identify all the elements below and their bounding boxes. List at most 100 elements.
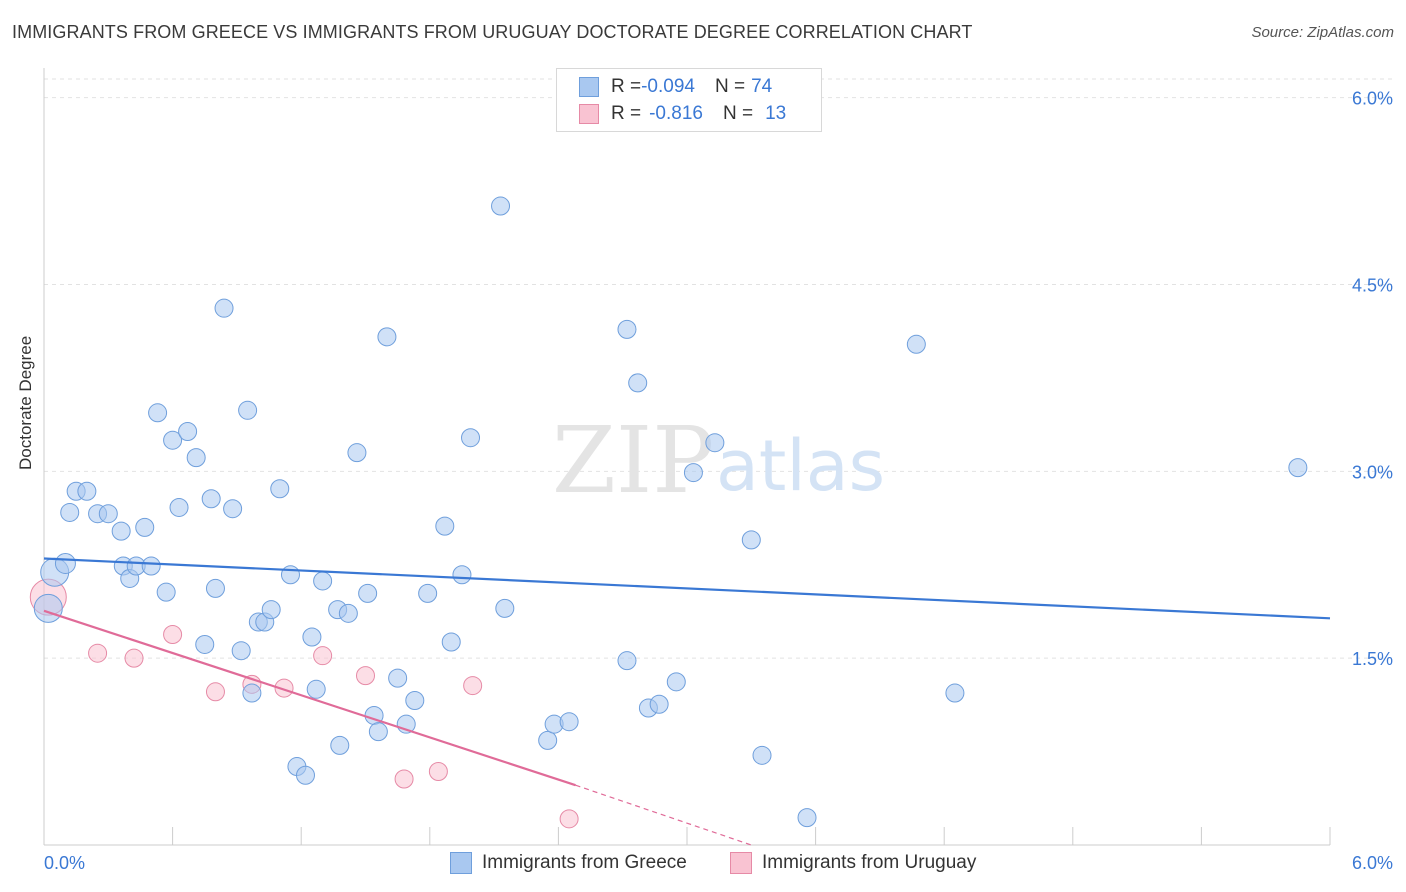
greece-point bbox=[405, 691, 425, 711]
greece-point bbox=[461, 428, 481, 448]
greece-point bbox=[195, 634, 215, 654]
greece-point bbox=[238, 400, 258, 420]
legend-swatch-greece bbox=[450, 852, 472, 874]
watermark: ZIP atlas bbox=[552, 407, 885, 514]
x-tick-label: 0.0% bbox=[44, 853, 85, 873]
greece-point bbox=[666, 672, 686, 692]
n-value: 74 bbox=[751, 76, 773, 97]
greece-point bbox=[261, 600, 281, 620]
y-axis-label: Doctorate Degree bbox=[16, 335, 35, 470]
y-tick-label: 1.5% bbox=[1352, 649, 1393, 669]
greece-point bbox=[98, 504, 118, 524]
n-label: N = bbox=[714, 76, 746, 97]
greece-point bbox=[617, 319, 637, 339]
greece-point bbox=[330, 735, 350, 755]
greece-point bbox=[441, 632, 461, 652]
legend-row-greece: R = -0.094 N = 74 bbox=[579, 74, 772, 100]
uruguay-trend-extension bbox=[575, 784, 752, 846]
greece-point bbox=[111, 521, 131, 541]
source-label: Source: ZipAtlas.com bbox=[1251, 24, 1394, 41]
greece-point bbox=[741, 530, 761, 550]
greece-point bbox=[295, 765, 315, 785]
greece-point bbox=[33, 593, 63, 623]
legend-item-greece[interactable]: Immigrants from Greece bbox=[450, 852, 687, 874]
greece-point bbox=[280, 565, 300, 585]
uruguay-point bbox=[163, 625, 183, 645]
greece-point bbox=[797, 808, 817, 828]
legend-swatch-uruguay bbox=[579, 104, 599, 124]
greece-point bbox=[495, 598, 515, 618]
greece-point bbox=[368, 722, 388, 742]
greece-points bbox=[33, 196, 1308, 828]
greece-point bbox=[163, 430, 183, 450]
greece-point bbox=[169, 497, 189, 517]
greece-point bbox=[388, 668, 408, 688]
uruguay-point bbox=[205, 682, 225, 702]
uruguay-points bbox=[29, 578, 579, 829]
legend-label: Immigrants from Greece bbox=[482, 852, 687, 873]
greece-point bbox=[148, 403, 168, 423]
uruguay-point bbox=[88, 643, 108, 663]
greece-point bbox=[683, 463, 703, 483]
uruguay-point bbox=[356, 666, 375, 686]
legend-swatch-uruguay bbox=[730, 852, 752, 874]
greece-point bbox=[77, 481, 97, 501]
greece-point bbox=[705, 433, 725, 453]
r-label: R = bbox=[611, 103, 642, 124]
legend-label: Immigrants from Uruguay bbox=[762, 852, 977, 873]
greece-point bbox=[223, 499, 243, 519]
y-tick-label: 3.0% bbox=[1352, 462, 1393, 482]
greece-point bbox=[201, 489, 221, 509]
greece-point bbox=[358, 583, 378, 603]
correlation-legend: R = -0.094 N = 74 R = -0.816 N = 13 bbox=[556, 68, 822, 132]
y-tick-label: 4.5% bbox=[1352, 276, 1393, 296]
greece-trend-line bbox=[43, 557, 1331, 620]
greece-point bbox=[452, 565, 472, 585]
y-tick-label: 6.0% bbox=[1352, 89, 1393, 109]
greece-point bbox=[649, 694, 669, 714]
greece-point bbox=[347, 443, 367, 463]
greece-point bbox=[435, 516, 455, 536]
uruguay-point bbox=[274, 678, 294, 698]
uruguay-point bbox=[428, 762, 448, 782]
greece-point bbox=[135, 517, 155, 537]
axes bbox=[43, 68, 1331, 846]
greece-point bbox=[242, 683, 262, 703]
trend-lines bbox=[43, 557, 1331, 846]
uruguay-point bbox=[313, 646, 333, 666]
r-value: -0.094 bbox=[641, 76, 695, 97]
greece-point bbox=[186, 448, 206, 468]
greece-point bbox=[1288, 458, 1308, 478]
uruguay-trend-line bbox=[43, 609, 576, 787]
x-tick-label: 6.0% bbox=[1352, 853, 1393, 873]
greece-point bbox=[906, 334, 926, 354]
greece-point bbox=[418, 583, 438, 603]
chart-title: IMMIGRANTS FROM GREECE VS IMMIGRANTS FRO… bbox=[12, 22, 973, 42]
greece-point bbox=[205, 578, 225, 598]
greece-point bbox=[559, 712, 579, 732]
greece-point bbox=[945, 683, 965, 703]
tick-labels: 1.5% 3.0% 4.5% 6.0% 0.0% 6.0% bbox=[44, 89, 1393, 873]
legend-swatch-greece bbox=[579, 77, 599, 97]
grid-lines bbox=[44, 78, 1394, 659]
greece-point bbox=[156, 582, 176, 602]
watermark-zip: ZIP bbox=[552, 407, 714, 514]
legend-item-uruguay[interactable]: Immigrants from Uruguay bbox=[730, 852, 976, 874]
greece-point bbox=[538, 730, 558, 750]
greece-point bbox=[54, 553, 76, 575]
greece-point bbox=[491, 196, 511, 216]
greece-point bbox=[617, 651, 637, 671]
greece-point bbox=[60, 502, 80, 522]
greece-point bbox=[178, 421, 198, 441]
n-label: N = bbox=[722, 103, 754, 124]
uruguay-point bbox=[124, 648, 144, 668]
greece-point bbox=[306, 679, 326, 699]
greece-point bbox=[141, 556, 161, 576]
greece-point bbox=[377, 327, 397, 347]
greece-point bbox=[214, 298, 234, 318]
uruguay-point bbox=[559, 809, 579, 829]
greece-point bbox=[270, 479, 290, 499]
r-value: -0.816 bbox=[649, 103, 703, 124]
r-label: R = bbox=[611, 76, 642, 97]
